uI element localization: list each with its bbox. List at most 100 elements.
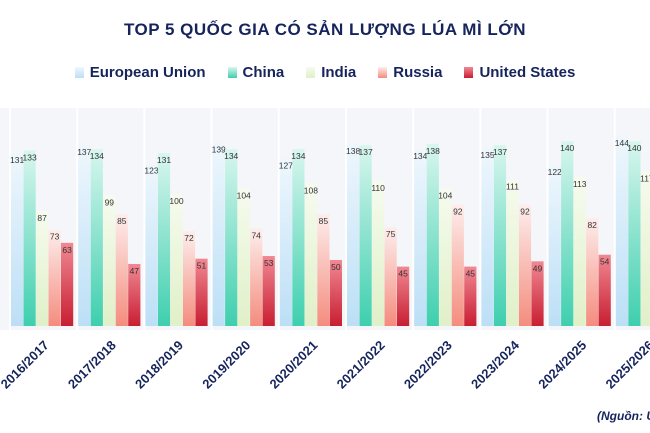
bar-india — [170, 194, 183, 326]
legend-swatch — [74, 67, 84, 78]
bar-india — [506, 179, 519, 326]
data-label: 47 — [130, 266, 140, 276]
data-label: 140 — [627, 143, 641, 153]
x-tick-label: 2018/2019 — [132, 338, 186, 392]
data-label: 144 — [615, 138, 629, 148]
bar-european-union — [279, 158, 292, 326]
bar-russia — [384, 227, 397, 326]
legend-swatch — [227, 67, 237, 78]
data-label: 92 — [520, 207, 530, 217]
data-label: 113 — [573, 179, 587, 189]
bar-european-union — [548, 164, 561, 326]
data-label: 131 — [157, 155, 171, 165]
data-label: 137 — [359, 147, 373, 157]
data-label: 140 — [560, 143, 574, 153]
x-tick-label: 2024/2025 — [535, 338, 589, 392]
bar-russia — [182, 230, 196, 326]
data-label: 87 — [37, 213, 47, 223]
bar-united-states — [262, 256, 275, 326]
x-tick-label: 2025/2026 — [602, 338, 650, 392]
data-label: 122 — [548, 167, 562, 177]
legend-label: United States — [479, 64, 576, 81]
data-label: 85 — [117, 216, 127, 226]
legend-swatch — [306, 67, 316, 78]
data-label: 127 — [279, 160, 293, 170]
data-label: 123 — [144, 166, 158, 176]
legend-item-china: China — [227, 64, 285, 81]
bar-united-states — [531, 261, 544, 326]
data-label: 134 — [224, 151, 238, 161]
x-tick-label: 2016/2017 — [0, 338, 52, 392]
bar-russia — [250, 228, 263, 326]
bar-china — [561, 141, 574, 326]
data-label: 135 — [480, 150, 494, 160]
data-label: 139 — [212, 145, 226, 155]
x-tick-label: 2023/2024 — [468, 337, 523, 392]
legend-item-united-states: United States — [464, 64, 575, 81]
data-label: 54 — [600, 257, 610, 267]
bar-china — [292, 149, 305, 326]
legend-item-india: India — [306, 64, 356, 81]
x-tick-label: 2021/2022 — [334, 338, 388, 392]
legend-label: Russia — [393, 64, 443, 81]
data-label: 108 — [304, 185, 318, 195]
bar-united-states — [397, 266, 410, 326]
legend-label: China — [242, 64, 285, 81]
data-label: 99 — [105, 197, 115, 207]
data-label: 53 — [264, 258, 274, 268]
data-label: 111 — [506, 181, 519, 191]
data-label: 133 — [23, 152, 37, 162]
bar-european-union — [414, 149, 427, 326]
data-label: 92 — [453, 207, 463, 217]
bar-united-states — [464, 266, 477, 326]
legend: European Union China India Russia United Sta… — [0, 64, 650, 81]
data-label: 50 — [331, 262, 341, 272]
data-label: 51 — [197, 261, 207, 271]
data-label: 63 — [62, 245, 72, 255]
bar-european-union — [78, 145, 91, 326]
data-label: 138 — [346, 146, 360, 156]
bar-united-states — [598, 254, 611, 326]
bar-india — [439, 188, 452, 326]
legend-label: European Union — [89, 64, 206, 81]
bar-russia — [451, 204, 464, 326]
data-label: 104 — [438, 191, 452, 201]
bar-russia — [115, 213, 128, 326]
bar-china — [23, 150, 36, 326]
bar-united-states — [195, 258, 208, 326]
bar-china — [493, 145, 507, 326]
bar-european-union — [615, 135, 628, 326]
bar-european-union — [481, 147, 494, 326]
data-label: 82 — [587, 220, 597, 230]
bar-china — [426, 143, 439, 326]
bar-european-union — [11, 153, 24, 326]
data-label: 110 — [371, 183, 385, 193]
bar-china — [157, 153, 171, 326]
bar-india — [103, 195, 116, 326]
bar-european-union — [145, 163, 158, 326]
bar-united-states — [128, 263, 141, 326]
legend-item-russia: Russia — [378, 64, 442, 81]
data-label: 72 — [184, 233, 194, 243]
bar-russia — [586, 217, 599, 326]
bar-china — [359, 145, 372, 326]
data-label: 104 — [237, 191, 251, 201]
bar-india — [36, 211, 49, 326]
chart-title: TOP 5 QUỐC GIA CÓ SẢN LƯỢNG LÚA MÌ LỚN — [123, 20, 527, 39]
bar-india — [237, 188, 250, 326]
bar-russia — [518, 204, 532, 326]
data-label: 137 — [77, 147, 91, 157]
data-label: 45 — [466, 269, 476, 279]
source-note: (Nguồn: U — [597, 409, 650, 423]
legend-swatch — [378, 67, 388, 78]
bar-european-union — [347, 143, 360, 326]
bar-russia — [48, 229, 61, 326]
x-tick-label: 2019/2020 — [199, 338, 253, 392]
bar-china — [628, 141, 641, 326]
data-label: 74 — [251, 230, 261, 240]
legend-item-european-union: European Union — [74, 64, 206, 81]
x-tick-label: 2017/2018 — [65, 338, 119, 392]
bar-india — [573, 176, 586, 326]
bar-india — [372, 180, 385, 326]
